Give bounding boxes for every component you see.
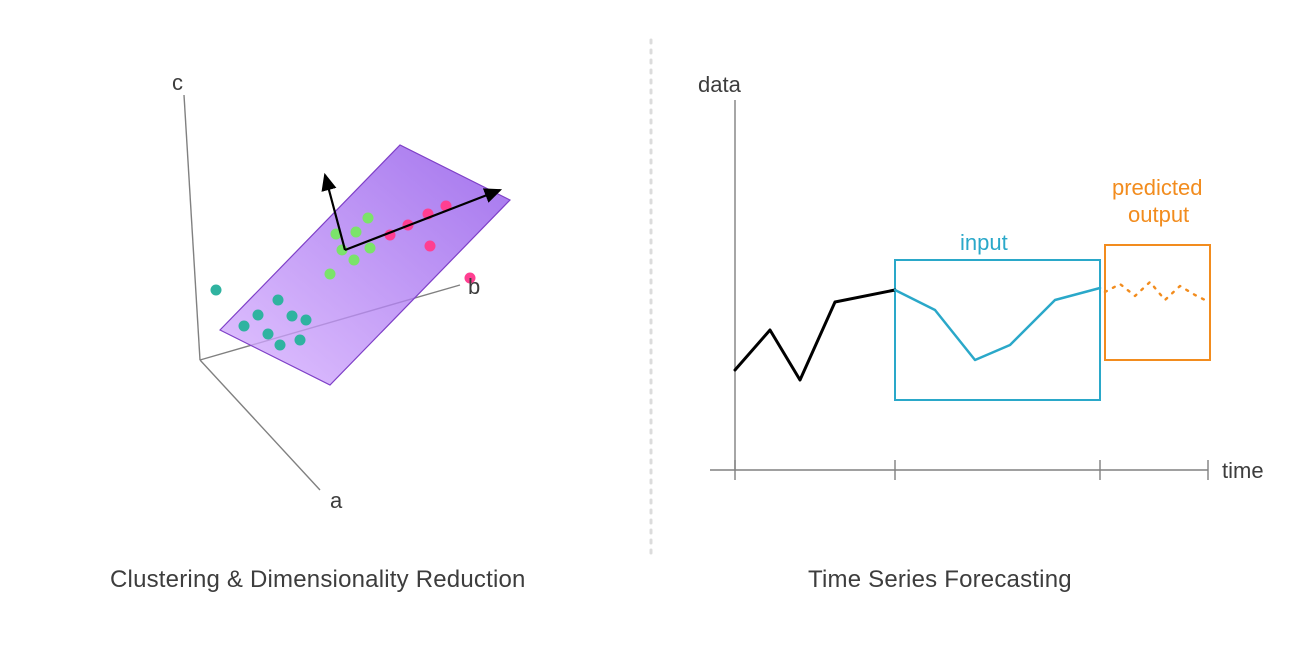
right-caption: Time Series Forecasting <box>808 566 1072 594</box>
axis-label-data: data <box>698 72 742 97</box>
left-caption: Clustering & Dimensionality Reduction <box>110 566 526 594</box>
diagram-canvas: a b c data time input predicted output C… <box>0 0 1302 672</box>
time-series-axes <box>710 100 1208 480</box>
input-label: input <box>960 230 1008 255</box>
output-window-box <box>1105 245 1210 360</box>
axis-label-b: b <box>468 274 480 299</box>
input-line <box>895 288 1100 360</box>
predicted-label-1: predicted <box>1112 175 1203 200</box>
pca-plane <box>220 145 510 385</box>
predicted-label-2: output <box>1128 202 1189 227</box>
left-3d-axes-front <box>200 360 320 490</box>
history-line <box>735 290 895 380</box>
input-window-box <box>895 260 1100 400</box>
axis-label-c: c <box>172 70 183 95</box>
predicted-line <box>1105 282 1205 300</box>
axis-label-a: a <box>330 488 343 513</box>
axis-label-time: time <box>1222 458 1264 483</box>
